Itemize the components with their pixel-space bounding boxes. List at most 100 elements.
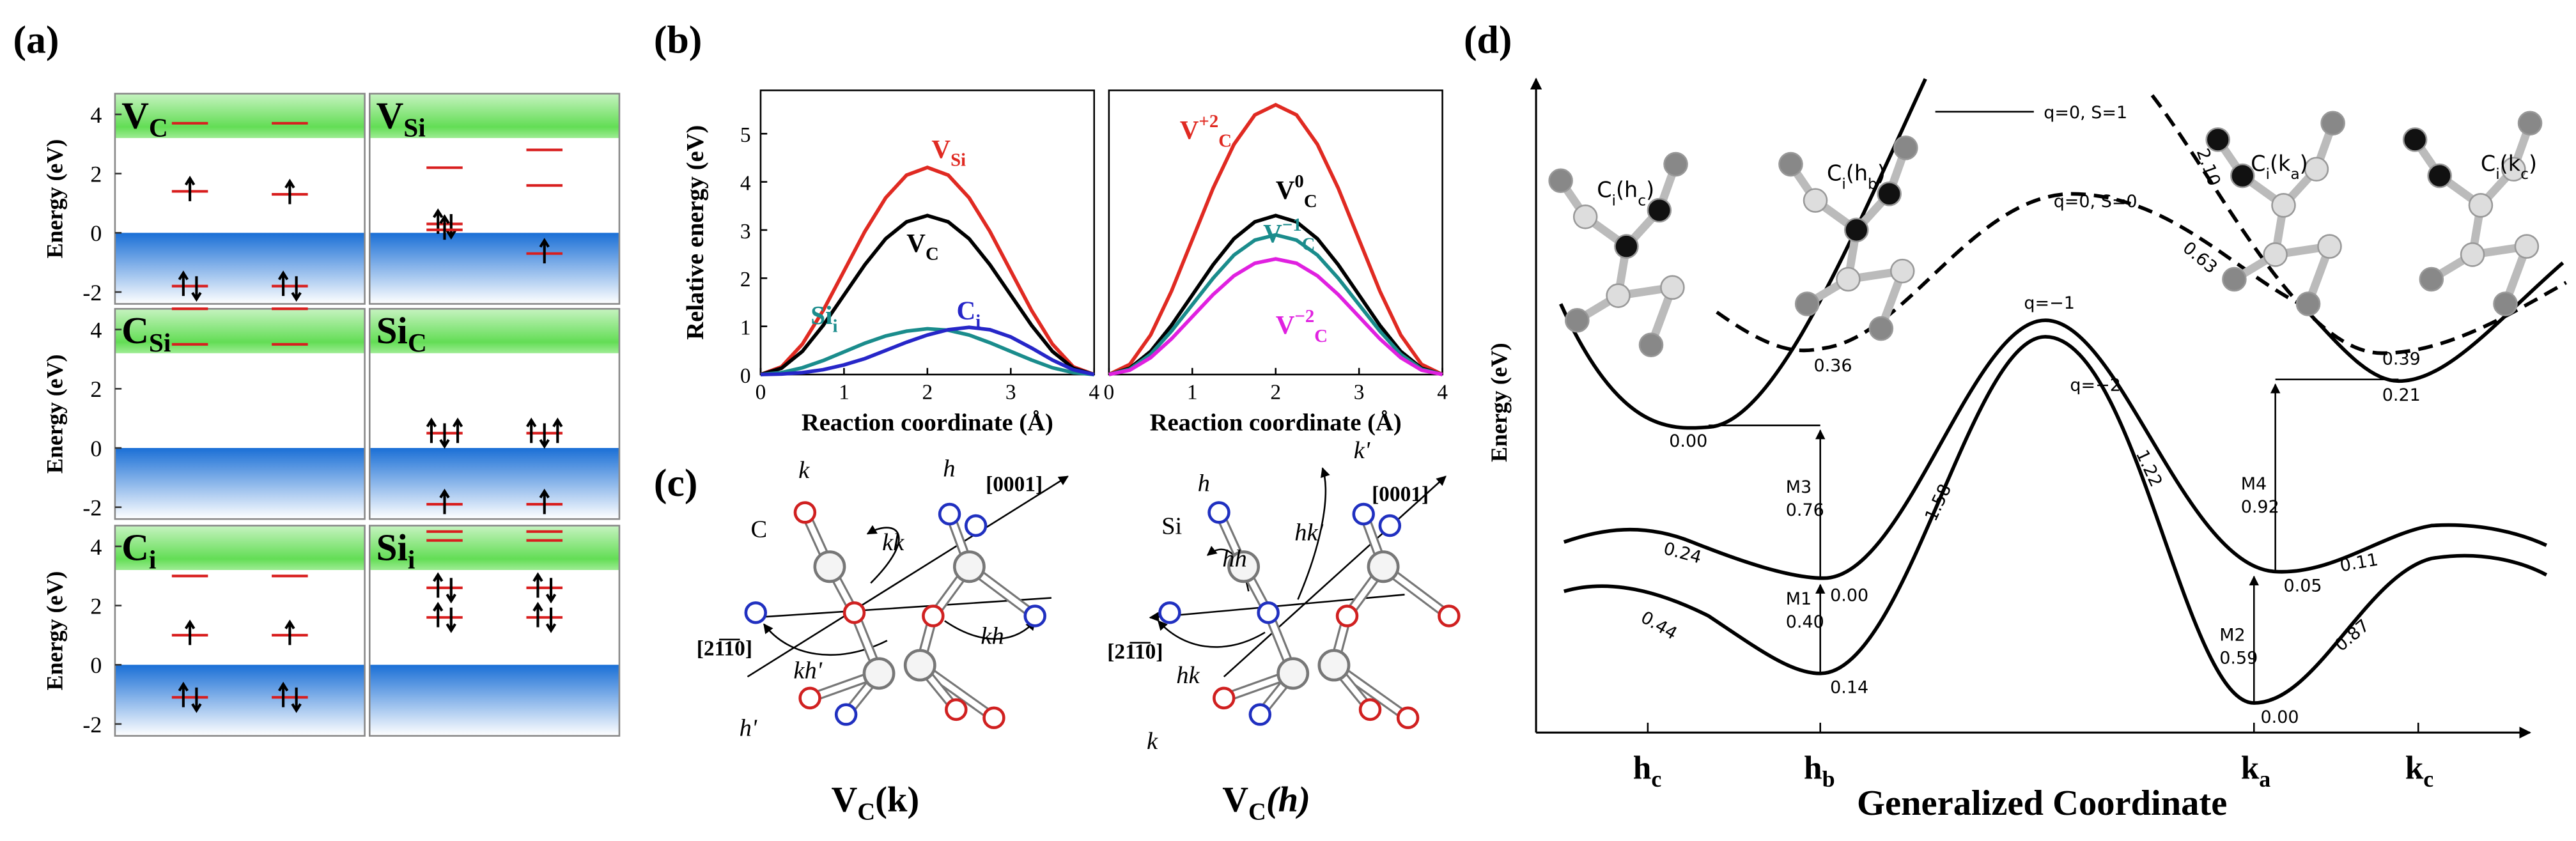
annotation: 0.00 [1669,431,1707,451]
structure-atom [1877,181,1902,206]
curve-label-part: V [1276,310,1295,339]
defect-name: VSi [376,95,426,143]
subplot-frame [368,307,621,520]
subplot-frame [368,525,621,737]
y-tick-label: 2 [90,376,102,402]
defect-name-part: Si [376,526,408,568]
tick-sub: b [1822,766,1835,792]
caption: VC(h) [1222,780,1310,826]
curve [760,213,1095,376]
y-tick-label: 0 [740,364,751,388]
atom [1257,601,1280,624]
direction-label: [0001] [986,473,1043,497]
conduction-band [114,309,365,353]
hop-label: kh' [793,658,822,684]
panel-label: (c) [654,461,697,505]
electron-arrow [284,619,295,645]
site-label: k [1147,728,1158,755]
atom [842,601,866,624]
electron-arrow [539,423,550,449]
electron-arrow [552,417,563,444]
structure-atom [1660,275,1685,300]
defect-name: CSi [121,309,171,357]
curve-label-part: V [1276,175,1295,204]
structure-atom [1647,197,1672,223]
structure-atom [1548,168,1573,194]
curve-label: VSi [931,134,966,171]
panel-label: (a) [13,18,59,61]
structure-atom [1638,332,1664,358]
structure-atom [1663,151,1688,177]
site-label: h' [740,714,757,741]
atom [1213,686,1236,710]
x-tick-label: 0 [1104,381,1115,405]
atom-label: Si [1161,513,1182,539]
structure-label-part: i [2265,165,2270,183]
defect-name-part: C [408,328,427,357]
x-axis-label: Reaction coordinate (Å) [802,409,1053,436]
y-tick-label: 4 [90,102,102,128]
electron-arrow [178,270,189,297]
atom [1227,550,1261,583]
hop-label: kh [981,623,1004,650]
atom [813,550,846,583]
annotation: 0.76 [1786,500,1824,520]
curve-label: V−2C [1276,306,1328,346]
electron-arrow [191,687,202,713]
curve-label: VC [906,228,938,265]
panel-label: (d) [1464,18,1512,61]
atom [1158,601,1181,624]
defect-name-part: Si [149,328,171,357]
curve-label-part: V [931,134,950,164]
electron-arrow [184,619,196,645]
tick-main: h [1633,750,1652,786]
electrons [178,681,202,713]
defect-name-part: V [376,95,404,137]
structure-atom [1614,234,1639,259]
atom [793,501,817,524]
electron-arrow [439,423,450,449]
structure-label-part: C [2481,151,2495,176]
electron-arrow [439,214,450,240]
structure-label-part: ) [2300,151,2308,176]
structure-atom [2517,111,2543,136]
structure-atom [2304,157,2329,182]
valence-band [369,665,619,736]
structure-atom [2205,127,2230,152]
defect-name-part: Si [376,309,408,351]
structure-atom [1794,291,1820,316]
structure-atom [2317,234,2342,259]
curve-label-part: Si [811,300,832,330]
defect-name: VC [121,95,168,143]
structure-atom [2295,291,2321,316]
curve [1108,233,1443,376]
defect-name: Ci [121,526,156,574]
electron-arrow [426,417,437,444]
caption-sub: C [857,799,875,826]
atom [1207,501,1230,524]
panel-label: (b) [654,18,702,61]
curve-label-part: 0 [1294,171,1303,192]
atom [1396,706,1420,729]
site-label: h [943,455,955,482]
electron-arrow [452,417,463,444]
electron-arrow [545,607,557,633]
structure-atom [1778,151,1803,177]
electron-arrow [539,238,550,264]
structure-atom [1565,307,1590,333]
y-tick-label: 5 [740,123,751,147]
tick-main: k [2405,750,2424,786]
structure-atom [2230,163,2255,189]
electron-arrow [539,488,550,514]
structure-label-part: C [1827,161,1842,186]
atom [834,703,858,726]
structure-label-part: ) [2529,151,2537,176]
electrons [433,601,456,633]
electrons [184,619,196,645]
curve-label-part: +2 [1199,111,1218,132]
structure-label-part: C [2251,151,2265,176]
caption-main: V [1222,780,1248,820]
atom [945,698,968,721]
x-tick-label: hb [1804,750,1835,792]
structure-atom [2419,266,2444,292]
